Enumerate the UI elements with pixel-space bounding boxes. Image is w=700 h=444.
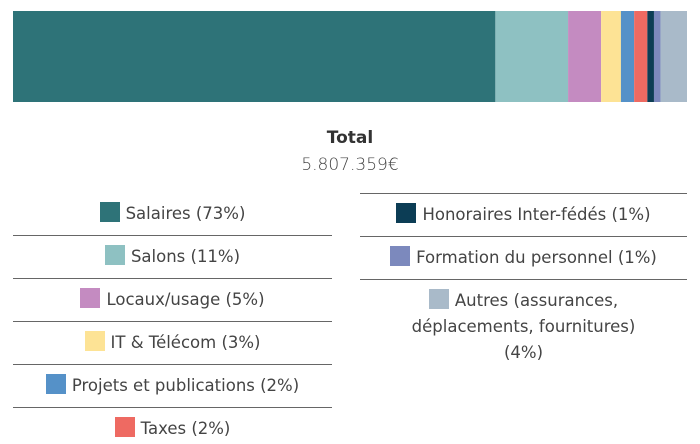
legend-item: IT & Télécom (3%)	[13, 322, 332, 365]
legend-label: Locaux/usage (5%)	[106, 290, 265, 309]
legend-label: Salaires (73%)	[125, 204, 246, 223]
legend-swatch	[84, 331, 105, 351]
legend-item: Taxes (2%)	[13, 408, 332, 444]
legend-label: Formation du personnel (1%)	[416, 248, 657, 267]
legend-swatch	[80, 288, 101, 308]
legend-item: Honoraires Inter-fédés (1%)	[360, 194, 687, 237]
bar-segment	[653, 11, 661, 102]
legend-item: Locaux/usage (5%)	[13, 279, 332, 322]
legend-label: Taxes (2%)	[140, 419, 231, 438]
legend-label: Projets et publications (2%)	[71, 376, 300, 395]
legend-item: Formation du personnel (1%)	[360, 237, 687, 280]
legend-item: Autres (assurances, déplacements, fourni…	[360, 280, 687, 374]
stacked-bar	[13, 11, 687, 102]
legend-item: Salons (11%)	[13, 236, 332, 279]
legend-swatch	[114, 417, 135, 437]
legend-swatch	[104, 245, 125, 265]
total-title: Total	[326, 128, 374, 148]
legend-item: Projets et publications (2%)	[13, 365, 332, 408]
legend-swatch	[428, 289, 449, 309]
bar-segment	[568, 11, 602, 102]
bar-segment	[620, 11, 635, 102]
total-value: 5.807.359€	[301, 155, 399, 175]
legend-swatch	[45, 374, 66, 394]
bar-segment	[601, 11, 621, 102]
bar-segment	[634, 11, 648, 102]
legend-swatch	[396, 203, 417, 223]
legend-label: Honoraires Inter-fédés (1%)	[422, 205, 651, 224]
bar-segment	[660, 11, 687, 102]
legend-swatch	[99, 202, 120, 222]
bar-segment	[13, 11, 496, 102]
bar-segment	[495, 11, 569, 102]
legend-left: Salaires (73%) Salons (11%) Locaux/usage (…	[13, 193, 332, 444]
bar-segment	[647, 11, 654, 102]
legend-item: Salaires (73%)	[13, 193, 332, 236]
legend-right: Honoraires Inter-fédés (1%) Formation du …	[360, 193, 687, 374]
legend-label: Autres (assurances, déplacements, fourni…	[411, 291, 636, 362]
legend-swatch	[390, 246, 411, 266]
legend-label: IT & Télécom (3%)	[110, 333, 261, 352]
legend-label: Salons (11%)	[130, 247, 241, 266]
